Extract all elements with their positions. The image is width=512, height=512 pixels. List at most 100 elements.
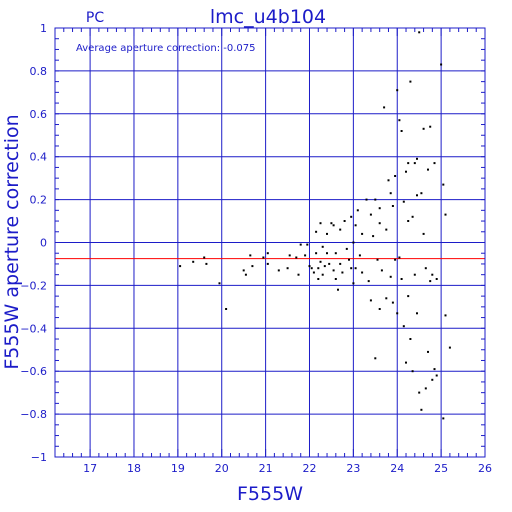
data-point: [345, 247, 348, 250]
data-point: [319, 222, 322, 225]
data-point: [304, 254, 307, 257]
data-point: [380, 269, 383, 272]
data-point: [332, 269, 335, 272]
data-point: [396, 89, 399, 92]
y-tick-label: 0.4: [30, 151, 48, 164]
data-point: [418, 391, 421, 394]
data-point: [179, 265, 182, 268]
data-point: [369, 299, 372, 302]
data-point: [225, 308, 228, 310]
data-point: [266, 262, 269, 265]
data-point: [339, 228, 342, 231]
data-point: [192, 260, 195, 263]
data-point: [440, 63, 443, 66]
x-tick-labels: 17 18 19 20 21 22 23 24 25 26: [83, 462, 492, 475]
data-point: [409, 338, 412, 340]
data-point: [444, 213, 447, 216]
data-point: [435, 374, 438, 377]
data-point: [411, 370, 414, 373]
data-point: [411, 215, 414, 218]
y-tick-label: −0.4: [20, 322, 47, 335]
average-correction-annotation: Average aperture correction: -0.075: [76, 43, 256, 54]
x-tick-label: 22: [302, 462, 316, 475]
y-tick-label: 0: [40, 237, 47, 250]
data-points: [179, 31, 451, 420]
data-point: [295, 256, 298, 259]
data-point: [205, 262, 208, 265]
data-point: [350, 267, 353, 270]
y-tick-label: −1: [31, 451, 47, 464]
data-point: [391, 301, 394, 304]
corner-label: PC: [86, 10, 104, 26]
data-point: [413, 162, 416, 165]
data-point: [354, 267, 357, 270]
data-point: [299, 243, 302, 246]
data-point: [358, 254, 361, 257]
data-point: [391, 205, 394, 207]
data-point: [244, 273, 247, 276]
data-point: [354, 224, 357, 227]
data-point: [251, 265, 254, 268]
data-point: [321, 245, 324, 248]
data-point: [266, 252, 269, 255]
data-point: [424, 387, 427, 390]
data-point: [442, 417, 445, 420]
data-point: [416, 157, 418, 160]
data-point: [435, 278, 438, 280]
data-point: [420, 408, 423, 411]
data-point: [317, 278, 320, 280]
data-point: [297, 273, 300, 276]
data-point: [315, 230, 318, 233]
data-point: [343, 220, 346, 222]
data-point: [429, 280, 432, 283]
y-tick-label: −0.2: [20, 279, 47, 292]
data-point: [332, 224, 335, 227]
data-point: [328, 262, 331, 265]
data-point: [361, 232, 364, 235]
data-point: [361, 271, 364, 274]
data-point: [334, 278, 337, 280]
data-point: [385, 228, 388, 231]
data-point: [396, 312, 399, 315]
data-point: [315, 252, 318, 255]
data-point: [319, 260, 322, 263]
data-point: [374, 198, 377, 201]
x-tick-label: 19: [171, 462, 185, 475]
data-point: [387, 179, 390, 182]
data-point: [310, 267, 313, 270]
data-point: [402, 325, 405, 328]
data-point: [400, 130, 403, 132]
data-point: [350, 215, 353, 218]
x-tick-label: 25: [434, 462, 448, 475]
data-point: [321, 273, 324, 276]
y-tick-label: 0.2: [30, 194, 48, 207]
data-point: [431, 378, 434, 381]
y-tick-label: 0.8: [30, 65, 48, 78]
data-point: [405, 361, 407, 364]
x-tick-label: 17: [83, 462, 97, 475]
data-point: [312, 271, 315, 274]
data-point: [420, 192, 423, 195]
data-point: [442, 183, 445, 186]
data-point: [398, 119, 401, 122]
data-point: [306, 243, 309, 246]
data-point: [416, 312, 418, 315]
y-tick-label: −0.6: [20, 365, 47, 378]
data-point: [422, 127, 425, 130]
data-point: [348, 258, 350, 261]
data-point: [409, 80, 412, 83]
data-point: [407, 162, 410, 165]
data-point: [400, 278, 403, 280]
data-point: [407, 220, 410, 222]
data-point: [448, 346, 451, 349]
data-point: [352, 282, 355, 285]
data-point: [337, 288, 339, 291]
data-point: [385, 297, 388, 300]
data-point: [394, 175, 397, 177]
data-point: [249, 254, 252, 257]
y-tick-label: 1: [40, 22, 47, 35]
data-point: [326, 252, 328, 255]
data-point: [405, 170, 407, 173]
